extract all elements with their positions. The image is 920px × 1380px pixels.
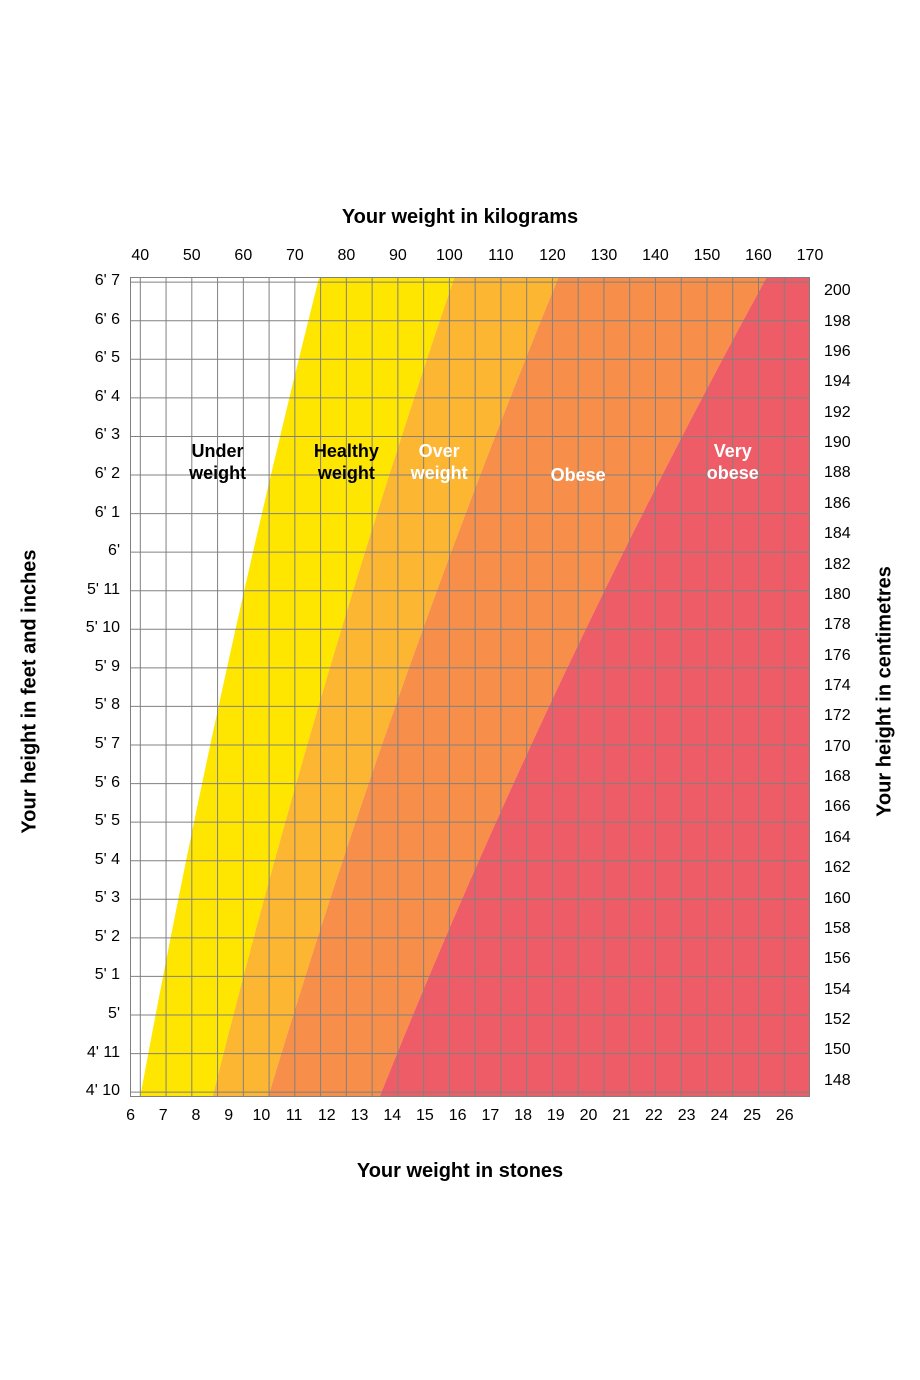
ftin-tick: 5' 3 (64, 889, 120, 907)
cm-tick: 162 (824, 859, 884, 877)
stones-tick: 26 (755, 1107, 815, 1125)
cm-tick: 200 (824, 282, 884, 300)
ftin-tick: 5' 7 (64, 735, 120, 753)
axis-title-kg: Your weight in kilograms (0, 206, 920, 229)
ftin-tick: 6' 3 (64, 426, 120, 444)
bmi-chart (130, 277, 810, 1097)
cm-tick: 190 (824, 434, 884, 452)
ftin-tick: 6' (64, 542, 120, 560)
ftin-tick: 5' 9 (64, 658, 120, 676)
cm-tick: 152 (824, 1011, 884, 1029)
ftin-tick: 5' 4 (64, 851, 120, 869)
cm-tick: 158 (824, 920, 884, 938)
zone-label-very_obese: Veryobese (673, 441, 793, 484)
ftin-tick: 6' 5 (64, 349, 120, 367)
ftin-tick: 5' 2 (64, 928, 120, 946)
cm-tick: 192 (824, 404, 884, 422)
axis-title-stones: Your weight in stones (0, 1160, 920, 1183)
zone-label-underweight: Underweight (158, 441, 278, 484)
ftin-tick: 5' 6 (64, 774, 120, 792)
cm-tick: 186 (824, 495, 884, 513)
cm-tick: 178 (824, 616, 884, 634)
zone-label-overweight: Overweight (379, 441, 499, 484)
cm-tick: 184 (824, 525, 884, 543)
zone-label-obese: Obese (518, 465, 638, 487)
cm-tick: 174 (824, 677, 884, 695)
ftin-tick: 6' 1 (64, 504, 120, 522)
ftin-tick: 5' (64, 1005, 120, 1023)
ftin-tick: 6' 7 (64, 272, 120, 290)
cm-tick: 150 (824, 1041, 884, 1059)
ftin-tick: 5' 5 (64, 812, 120, 830)
cm-tick: 148 (824, 1072, 884, 1090)
ftin-tick: 6' 4 (64, 388, 120, 406)
cm-tick: 180 (824, 586, 884, 604)
cm-tick: 164 (824, 829, 884, 847)
cm-tick: 160 (824, 890, 884, 908)
axis-title-ft-in: Your height in feet and inches (19, 532, 42, 852)
cm-tick: 170 (824, 738, 884, 756)
cm-tick: 154 (824, 981, 884, 999)
ftin-tick: 6' 6 (64, 311, 120, 329)
cm-tick: 194 (824, 373, 884, 391)
cm-tick: 188 (824, 464, 884, 482)
ftin-tick: 4' 10 (64, 1082, 120, 1100)
cm-tick: 168 (824, 768, 884, 786)
ftin-tick: 5' 8 (64, 696, 120, 714)
kg-tick: 170 (780, 247, 840, 265)
cm-tick: 196 (824, 343, 884, 361)
cm-tick: 182 (824, 556, 884, 574)
cm-tick: 156 (824, 950, 884, 968)
ftin-tick: 5' 10 (64, 619, 120, 637)
cm-tick: 198 (824, 313, 884, 331)
ftin-tick: 5' 11 (64, 581, 120, 599)
ftin-tick: 4' 11 (64, 1044, 120, 1062)
cm-tick: 176 (824, 647, 884, 665)
cm-tick: 166 (824, 798, 884, 816)
ftin-tick: 5' 1 (64, 966, 120, 984)
ftin-tick: 6' 2 (64, 465, 120, 483)
cm-tick: 172 (824, 707, 884, 725)
